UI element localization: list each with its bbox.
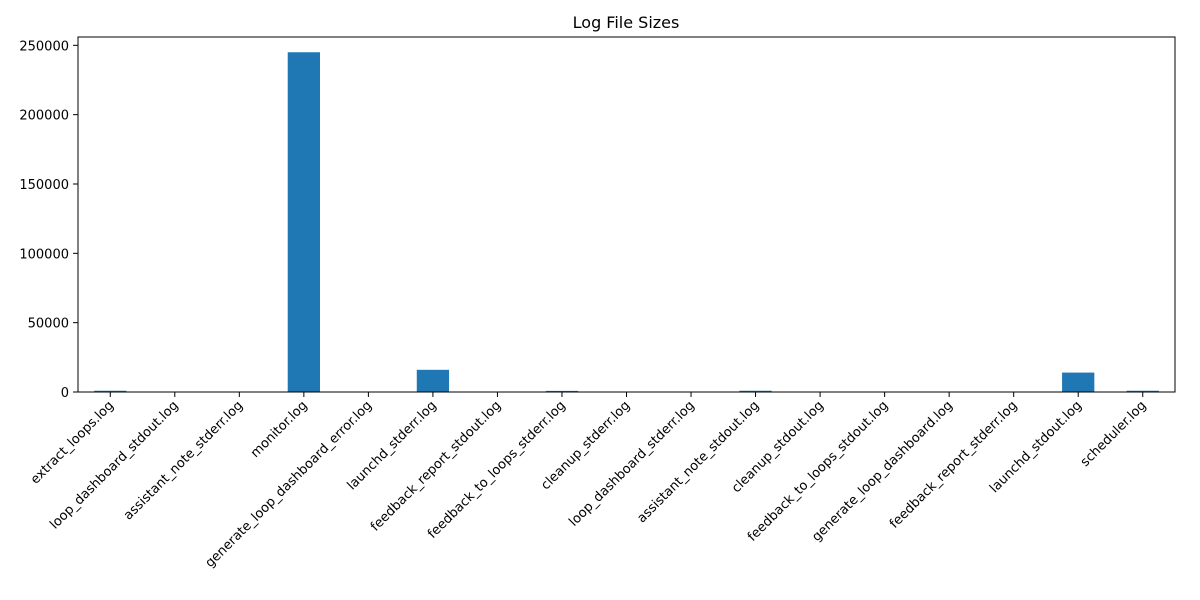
y-tick-label: 250000 [19,39,69,54]
plot-frame [77,36,1176,393]
bar-launchd-stdout-log [1062,372,1095,392]
x-tick-label: monitor.log [248,398,311,461]
x-tick-label: feedback_to_loops_stderr.log [425,398,569,542]
bar-scheduler-log [1126,390,1159,392]
x-tick-label: assistant_note_stdout.log [634,398,762,526]
x-tick-label: scheduler.log [1078,398,1150,470]
y-axis: 0 50000 100000 150000 200000 250000 [19,39,78,401]
y-tick-label: 150000 [19,178,69,193]
bar-assistant-note-stdout-log [739,390,772,392]
bar-feedback-to-loops-stderr-log [545,390,579,392]
x-tick-label: feedback_report_stdout.log [368,398,504,534]
x-tick-label: loop_dashboard_stdout.log [47,398,181,532]
y-tick-label: 50000 [28,317,69,332]
bar-monitor-log [287,52,320,392]
x-tick-label: feedback_report_stderr.log [887,398,1020,531]
y-tick-label: 200000 [19,109,69,124]
chart-title: Log File Sizes [573,13,680,32]
x-tick-label: generate_loop_dashboard.log [809,398,956,545]
bar-launchd-stderr-log [416,369,450,392]
x-tick-label: assistant_note_stderr.log [121,398,246,523]
y-tick-label: 0 [61,386,69,401]
y-tick-label: 100000 [19,247,69,262]
x-axis: extract_loops.logloop_dashboard_stdout.l… [28,392,1150,571]
bars-group [94,52,1159,392]
bar-extract-loops-log [94,390,127,392]
x-tick-label: loop_dashboard_stderr.log [566,398,697,529]
x-tick-label: feedback_to_loops_stdout.log [745,398,892,545]
